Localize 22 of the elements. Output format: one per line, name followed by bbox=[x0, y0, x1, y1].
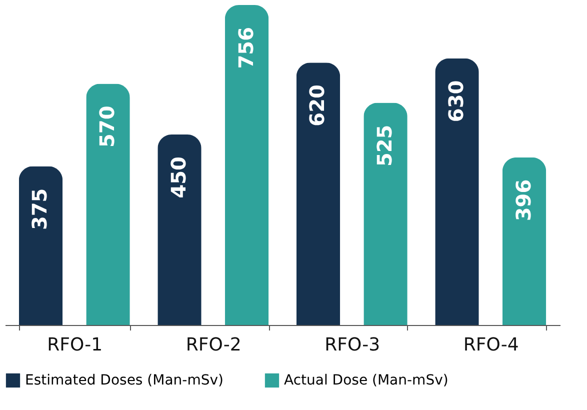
bar bbox=[435, 58, 479, 325]
data-label: 375 bbox=[28, 188, 52, 230]
legend-label: Estimated Doses (Man-mSv) bbox=[25, 372, 224, 388]
bar bbox=[502, 157, 546, 325]
data-label: 620 bbox=[305, 84, 330, 126]
bar bbox=[18, 166, 63, 325]
data-label: 396 bbox=[511, 179, 536, 222]
data-label: 630 bbox=[444, 80, 468, 122]
x-tick-label: RFO-1 bbox=[47, 334, 103, 356]
legend-label: Actual Dose (Man-mSv) bbox=[284, 372, 448, 388]
x-tick-label: RFO-4 bbox=[463, 334, 519, 356]
bar bbox=[296, 62, 340, 325]
data-label: 450 bbox=[166, 156, 190, 198]
bar bbox=[86, 84, 130, 325]
bar bbox=[224, 5, 269, 325]
x-tick-label: RFO-2 bbox=[186, 334, 242, 356]
data-label: 756 bbox=[234, 27, 258, 69]
x-tick-label: RFO-3 bbox=[324, 334, 380, 356]
data-label: 570 bbox=[95, 106, 120, 148]
data-label: 525 bbox=[372, 124, 397, 167]
bar bbox=[158, 134, 202, 325]
bar bbox=[364, 102, 408, 325]
